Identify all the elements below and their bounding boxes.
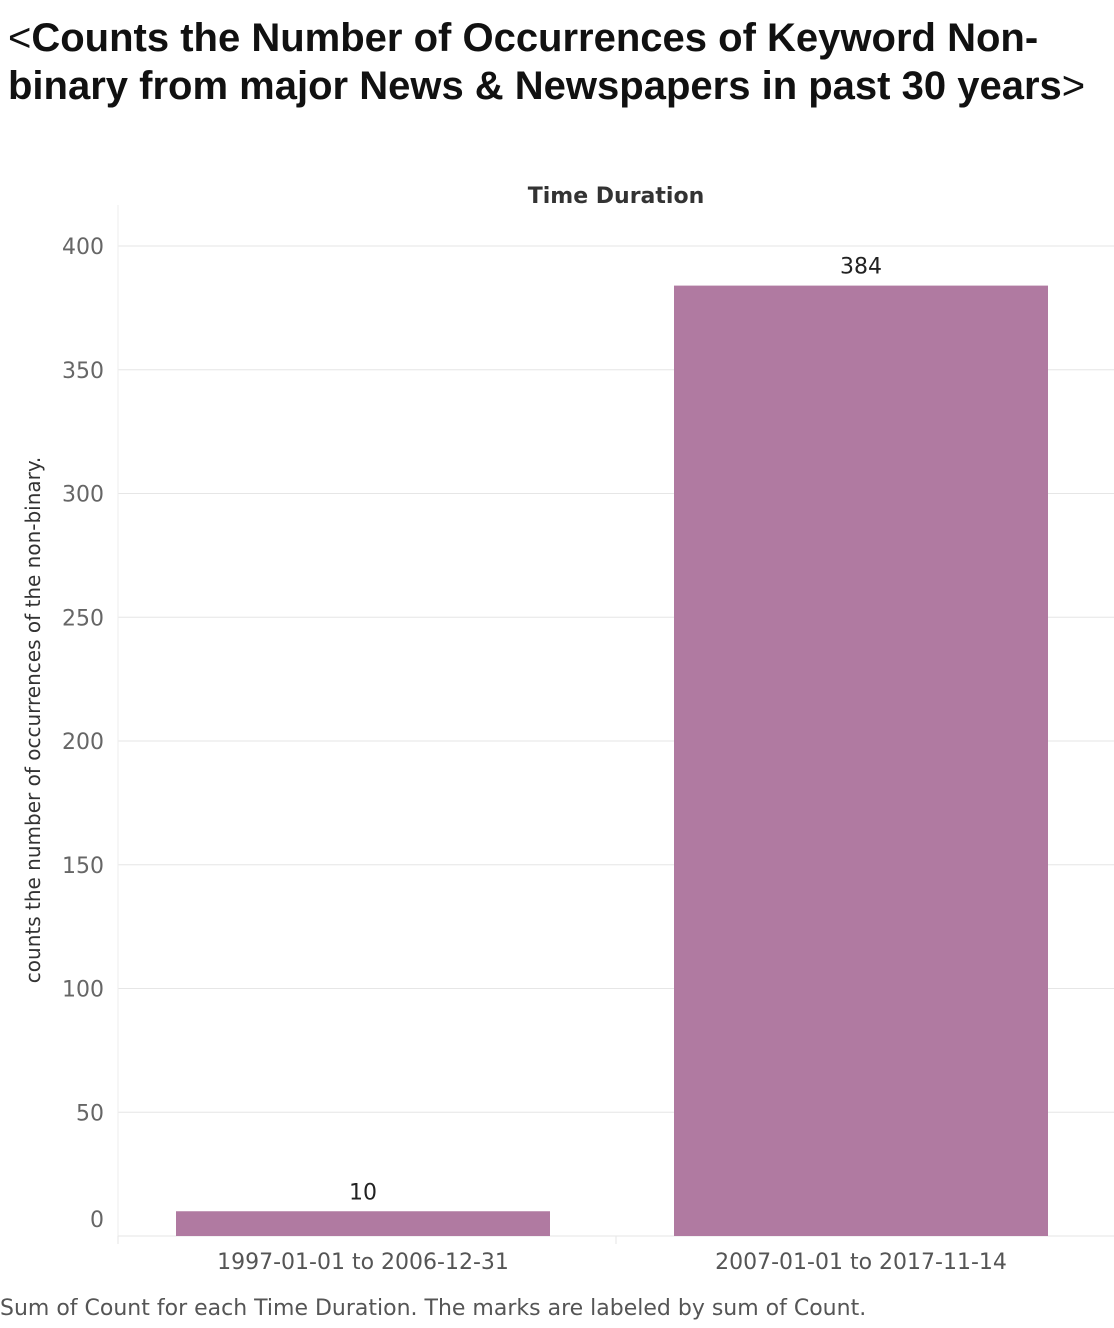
y-tick-label: 100 [62, 978, 104, 1003]
y-tick-label: 300 [62, 483, 104, 508]
y-tick-label: 0 [90, 1208, 104, 1233]
x-tick-label: 1997-01-01 to 2006-12-31 [217, 1250, 509, 1275]
data-label: 384 [840, 255, 882, 280]
bar[interactable] [674, 285, 1048, 1237]
data-label: 10 [349, 1180, 377, 1205]
y-axis-title: counts the number of occurrences of the … [21, 457, 45, 983]
y-tick-label: 200 [62, 730, 104, 755]
x-tick-label: 2007-01-01 to 2017-11-14 [715, 1250, 1007, 1275]
y-tick-label: 50 [76, 1101, 104, 1126]
y-tick-label: 150 [62, 854, 104, 879]
labels: 10 1997-01-01 to 2006-12-31 384 2007-01-01 … [217, 255, 1007, 1275]
column-header: Time Duration [528, 184, 705, 209]
y-tick-label: 250 [62, 606, 104, 631]
title-prefix: < [8, 16, 32, 60]
title-suffix: > [1061, 64, 1086, 108]
chart-title: <Counts the Number of Occurrences of Key… [8, 14, 1098, 110]
y-tick-label: 400 [62, 235, 104, 260]
title-text: Counts the Number of Occurrences of Keyw… [8, 16, 1062, 108]
bar[interactable] [176, 1211, 550, 1236]
bars [176, 285, 1048, 1237]
y-tick-label: 350 [62, 359, 104, 384]
chart-caption: Sum of Count for each Time Duration. The… [0, 1296, 867, 1321]
